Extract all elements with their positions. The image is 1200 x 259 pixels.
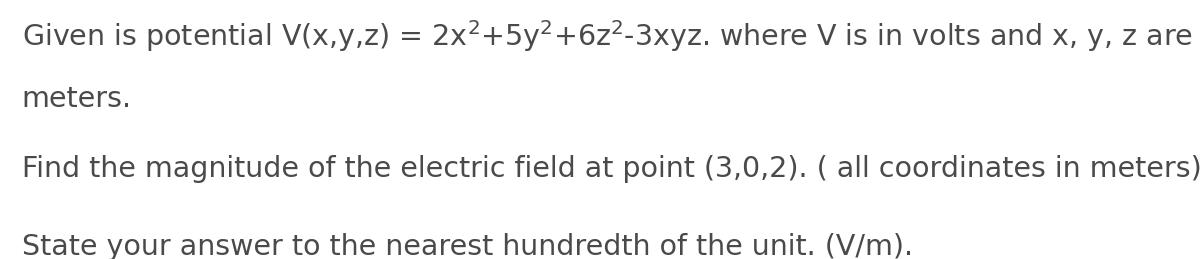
Text: meters.: meters. — [22, 85, 132, 113]
Text: Given is potential V(x,y,z) = 2x$^{2}$+5y$^{2}$+6z$^{2}$-3xyz. where V is in vol: Given is potential V(x,y,z) = 2x$^{2}$+5… — [22, 18, 1200, 54]
Text: State your answer to the nearest hundredth of the unit. (V/m).: State your answer to the nearest hundred… — [22, 233, 913, 259]
Text: Find the magnitude of the electric field at point (3,0,2). ( all coordinates in : Find the magnitude of the electric field… — [22, 155, 1200, 183]
